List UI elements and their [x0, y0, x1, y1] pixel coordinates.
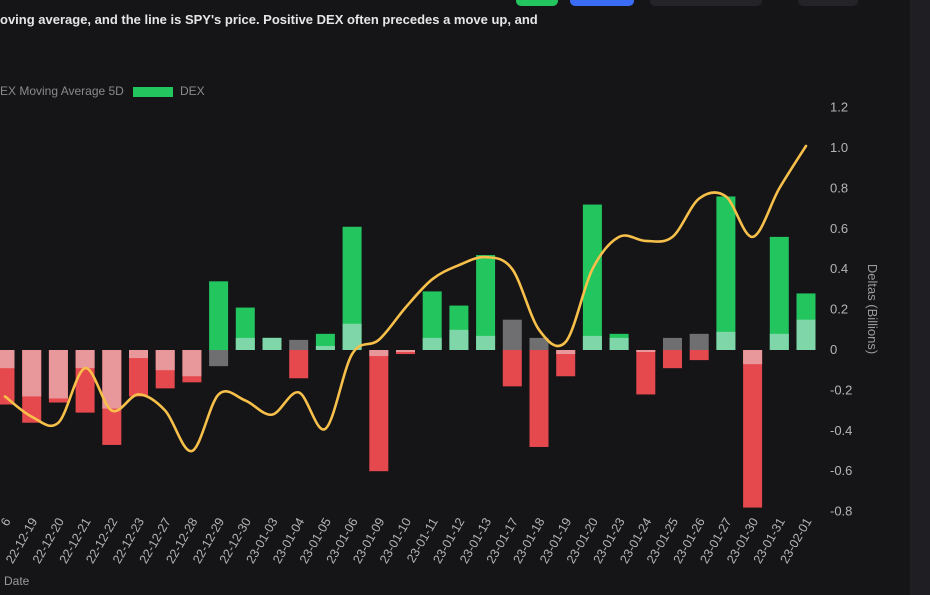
dex-ma-bar	[129, 350, 148, 359]
dex-ma-bar	[369, 350, 389, 357]
y-tick-label: 0	[830, 342, 837, 357]
dex-ma-bar	[155, 350, 175, 371]
y-tick-label: 0.6	[830, 221, 848, 236]
dex-bar	[129, 350, 148, 397]
dex-ma-bar	[422, 337, 442, 350]
y-tick-label: -0.8	[830, 504, 852, 519]
y-tick-label: 1.0	[830, 140, 848, 155]
y-tick-label: -0.6	[830, 463, 852, 478]
dex-bar	[716, 196, 736, 350]
dex-bar	[636, 350, 656, 395]
dex-ma-bar	[0, 350, 15, 369]
dex-bar	[369, 350, 389, 472]
dex-ma-bar	[209, 350, 229, 367]
options-dropdown[interactable]	[650, 0, 762, 6]
dex-ma-bar	[289, 339, 309, 350]
dex-bar	[209, 281, 229, 350]
dex-ma-bar	[769, 333, 789, 350]
dex-ma-bar	[476, 335, 496, 350]
dex-bar	[769, 236, 789, 350]
dex-bar	[289, 350, 309, 379]
dex-bar	[502, 350, 522, 387]
dex-bar	[556, 350, 576, 377]
dex-ma-bar	[22, 350, 42, 397]
green-toggle-button[interactable]	[516, 0, 558, 6]
y-tick-label: 1.2	[830, 100, 848, 115]
dex-ma-bar	[636, 350, 656, 353]
dex-ma-bar	[663, 337, 682, 350]
dex-bar	[689, 350, 709, 361]
dex-bar	[582, 204, 602, 350]
secondary-dropdown[interactable]	[798, 0, 858, 6]
dex-ma-bar	[315, 345, 335, 350]
dex-ma-bar	[262, 337, 282, 350]
legend-dex-swatch	[133, 87, 173, 97]
dex-ma-bar	[529, 337, 549, 350]
dex-ma-bar	[716, 331, 736, 350]
dex-ma-bar	[75, 350, 95, 369]
dex-bar	[342, 226, 362, 350]
dex-ma-bar	[502, 319, 522, 350]
blue-toggle-button[interactable]	[570, 0, 634, 6]
x-tick-label: 6	[0, 515, 14, 528]
x-axis-title: Date	[4, 574, 30, 588]
dex-ma-bar	[235, 337, 255, 350]
scroll-edge	[910, 0, 930, 595]
dex-ma-bar	[48, 350, 68, 399]
dex-bar	[476, 255, 496, 350]
y-axis-title: Deltas (Billions)	[865, 264, 880, 354]
dex-ma-bar	[556, 350, 576, 355]
dex-ma-bar	[182, 350, 202, 377]
dex-ma-bar	[102, 350, 122, 409]
spy-price-line	[3, 144, 808, 453]
legend-ma-label: EX Moving Average 5D	[0, 84, 124, 98]
y-tick-label: 0.8	[830, 180, 848, 195]
y-tick-label: -0.4	[830, 423, 852, 438]
dex-ma-bar	[609, 337, 629, 350]
dex-ma-bar	[449, 329, 469, 350]
y-tick-label: 0.4	[830, 261, 848, 276]
dex-bar	[529, 350, 549, 447]
dex-ma-bar	[796, 319, 816, 350]
dex-bar	[663, 350, 682, 369]
dex-bar	[743, 350, 763, 508]
dex-ma-bar	[342, 323, 362, 350]
y-tick-label: -0.2	[830, 382, 852, 397]
chart-description: oving average, and the line is SPY's pri…	[0, 12, 538, 27]
legend-dex-label: DEX	[180, 84, 205, 98]
dex-ma-bar	[396, 350, 415, 353]
y-tick-label: 0.2	[830, 302, 848, 317]
dex-bar	[396, 350, 415, 355]
dex-ma-bar	[689, 333, 709, 350]
dex-ma-bar	[582, 335, 602, 350]
dex-ma-bar	[743, 350, 763, 365]
dex-bar	[422, 291, 442, 350]
